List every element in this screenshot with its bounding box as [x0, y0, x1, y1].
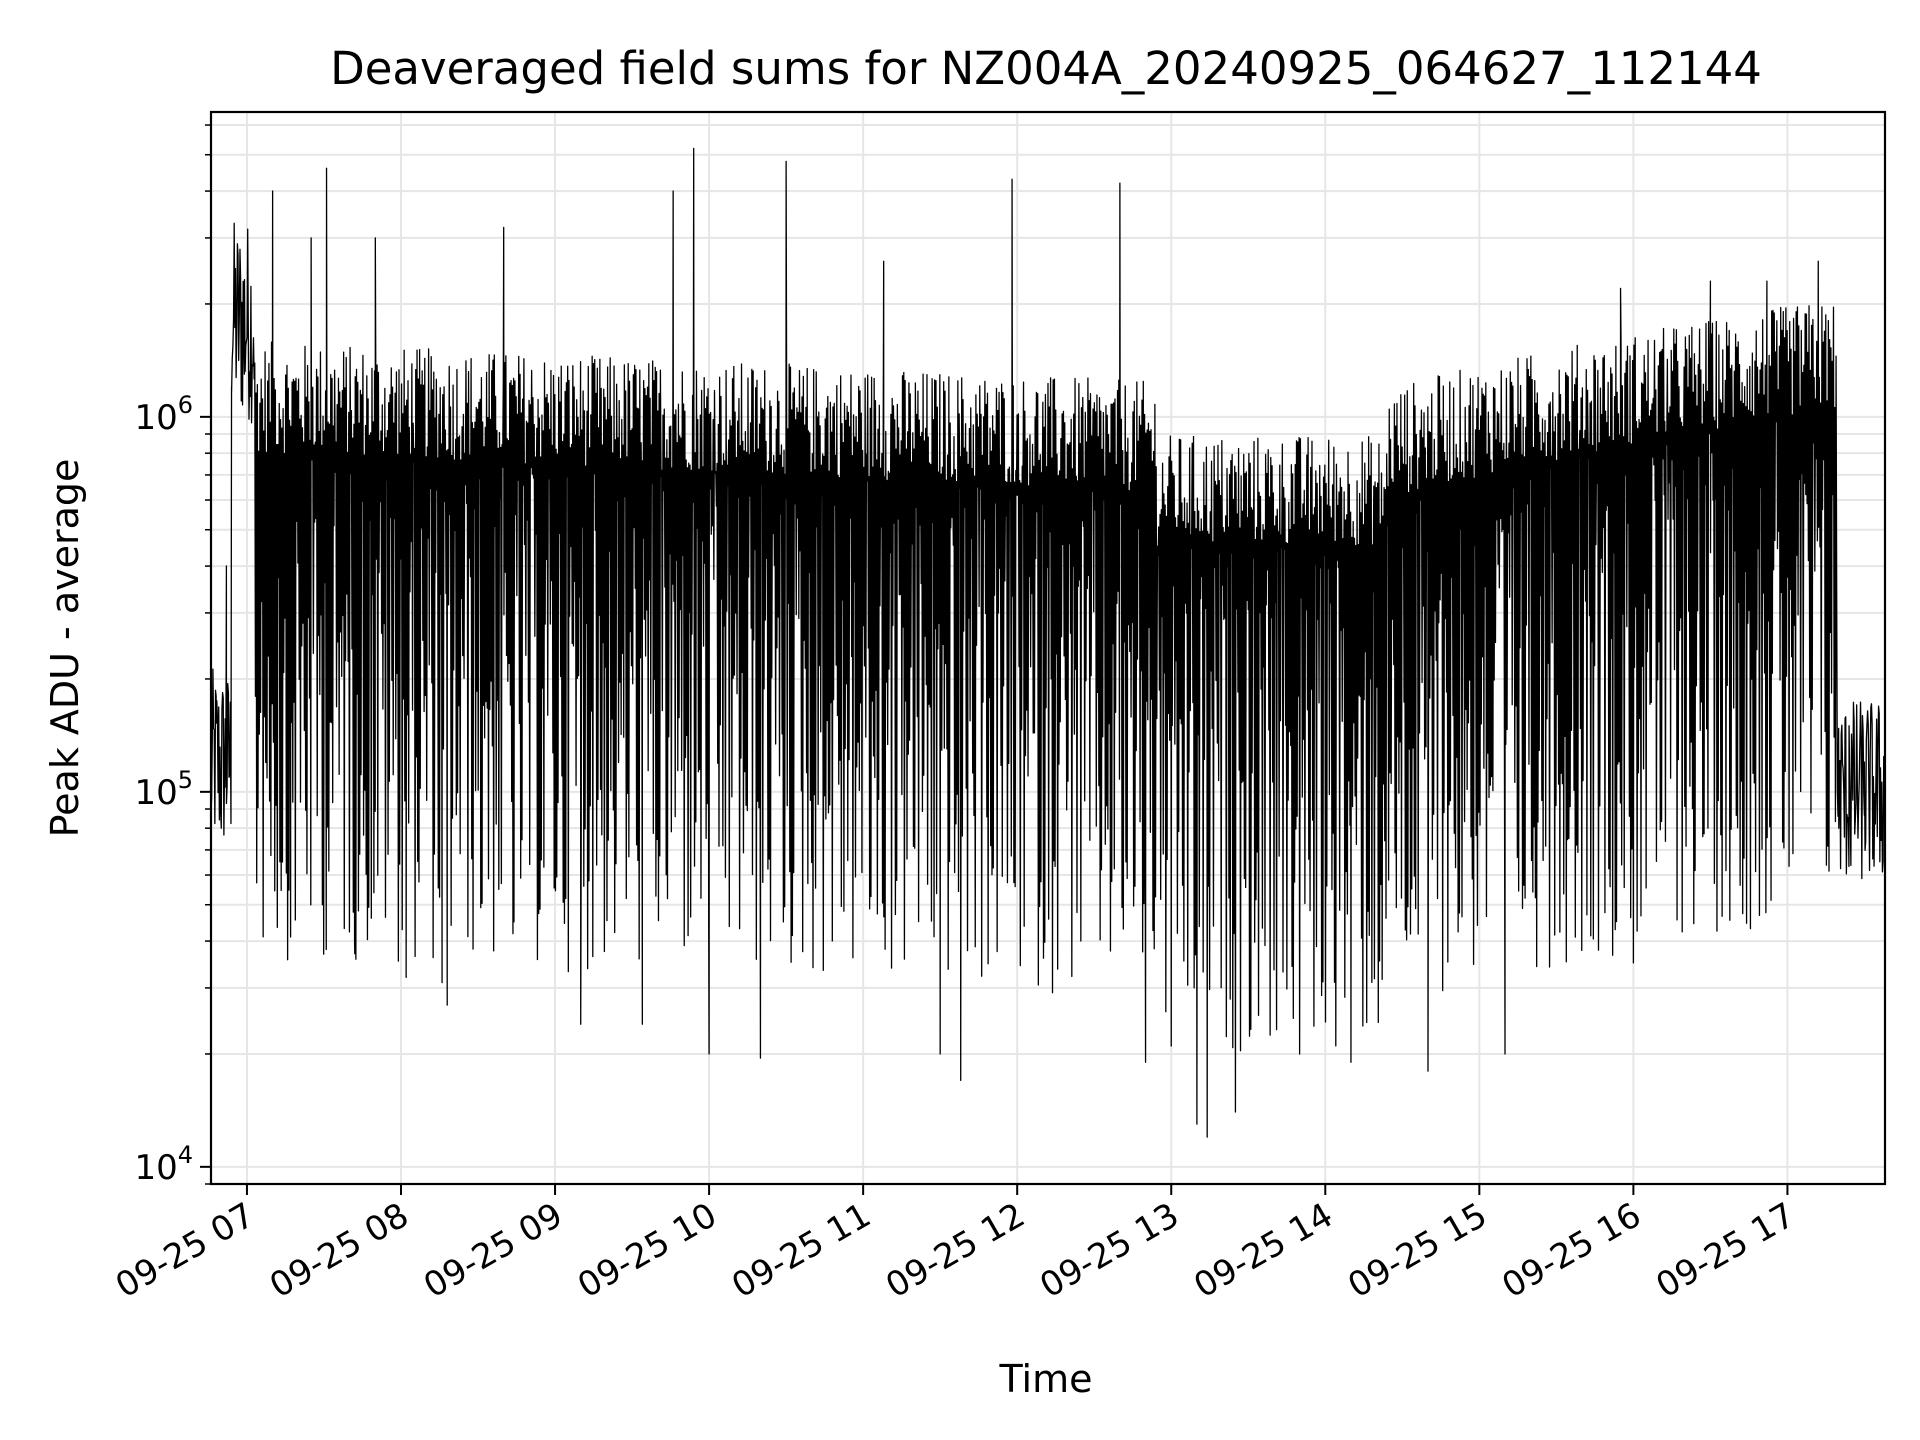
x-axis-label: Time: [999, 1357, 1093, 1401]
y-tick-label: 104: [134, 1141, 193, 1188]
series-line: [211, 147, 1885, 1138]
y-tick-label: 105: [134, 766, 193, 813]
y-axis-label: Peak ADU - average: [43, 459, 87, 838]
y-tick-label: 106: [134, 391, 193, 438]
chart-title: Deaveraged field sums for NZ004A_2024092…: [330, 42, 1762, 95]
plot-frame: [209, 110, 1887, 1186]
